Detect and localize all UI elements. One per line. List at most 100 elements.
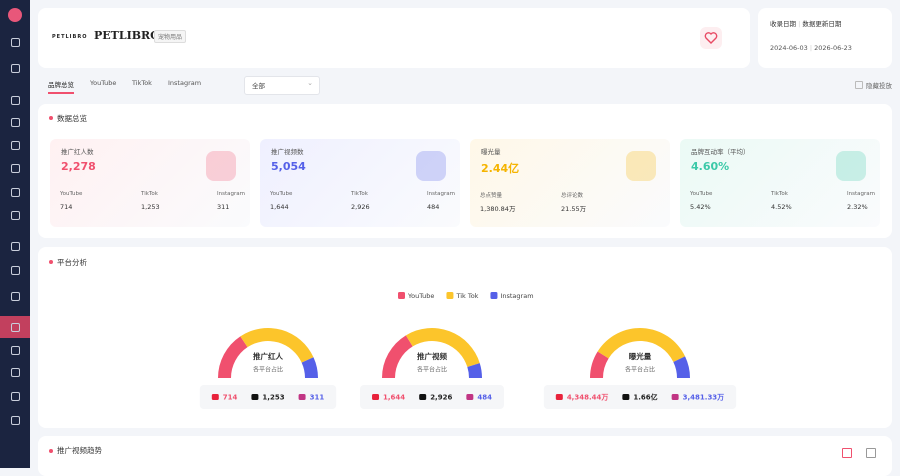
dates-card: 收录日期 | 数据更新日期 2024-06-03 | 2026-06-23 <box>758 8 892 68</box>
stat-label: Instagram <box>217 191 245 197</box>
brand-tag: 宠物用品 <box>154 30 187 43</box>
gauge-value: 3,481.33万 <box>683 394 725 402</box>
gauge-value: 1.66亿 <box>633 393 657 402</box>
platform-icon <box>211 394 219 400</box>
nav-icon <box>11 323 20 332</box>
logo: PETLIBRO <box>52 34 88 40</box>
nav-icon <box>11 266 20 275</box>
gauge-segment <box>673 356 690 378</box>
gauge-subtitle: 各平台占比 <box>625 366 655 374</box>
stat-value: 4.52% <box>771 203 792 211</box>
nav-icon <box>11 64 20 73</box>
card-icon <box>206 151 236 181</box>
nav-icon <box>11 118 20 127</box>
gauge-value: 484 <box>477 394 492 402</box>
stat-card: 曝光量 2.44亿 总点赞量 1,380.84万 总评论数 21.55万 <box>470 139 670 227</box>
tab[interactable]: YouTube <box>90 79 117 87</box>
card-icon <box>416 151 446 181</box>
trend-section: 推广视频趋势 <box>38 436 892 476</box>
gauge-title: 推广视频 <box>417 351 447 361</box>
gauge-title: 曝光量 <box>629 351 652 361</box>
gauge-segment <box>467 363 482 378</box>
platform-icon <box>372 394 380 400</box>
gauge-value: 2,926 <box>430 394 452 402</box>
stat-card: 品牌互动率（平均） 4.60% YouTube 5.42% TikTok 4.52% Ins… <box>680 139 880 227</box>
legend-swatch <box>446 292 454 299</box>
legend-label: Tik Tok <box>455 292 478 300</box>
card-title: 推广红人数 <box>61 148 94 156</box>
nav-icon <box>11 242 20 251</box>
platform-icon <box>466 394 474 400</box>
section-title: 平台分析 <box>57 258 87 267</box>
card-value: 5,054 <box>271 160 306 173</box>
section-title: 推广视频趋势 <box>57 446 102 455</box>
nav-icon <box>11 141 20 150</box>
gauge-value: 714 <box>223 394 238 402</box>
label: 数据更新日期 <box>802 20 842 28</box>
stat-card: 推广视频数 5,054 YouTube 1,644 TikTok 2,926 Instagr… <box>260 139 460 227</box>
card-title: 品牌互动率（平均） <box>691 148 750 156</box>
nav-icon <box>11 368 20 377</box>
platform-icon <box>251 394 259 400</box>
nav-icon <box>11 346 20 355</box>
gauge-segment <box>382 335 413 378</box>
platform-icon <box>298 394 306 400</box>
card-title: 推广视频数 <box>271 148 304 156</box>
header-card: PETLIBRO PETLIBRO 宠物用品 <box>38 8 750 68</box>
gauge-subtitle: 各平台占比 <box>253 366 283 374</box>
nav-icon <box>11 164 20 173</box>
stat-label: TikTok <box>141 191 158 197</box>
stat-label: TikTok <box>771 191 788 197</box>
stat-label: YouTube <box>270 191 293 197</box>
stat-value: 1,380.84万 <box>480 205 516 213</box>
card-value: 2,278 <box>61 160 96 173</box>
nav-active <box>0 316 30 338</box>
overview-section: 数据总览 推广红人数 2,278 YouTube 714 TikTok 1,253 Inst… <box>38 104 892 238</box>
filter-select[interactable]: 全部 ⌄ <box>244 76 320 95</box>
gauge-segment <box>405 328 480 368</box>
table-toggle[interactable] <box>866 448 876 458</box>
nav-icon <box>11 416 20 425</box>
gauge-value: 311 <box>310 394 325 402</box>
stat-value: 2,926 <box>351 203 370 211</box>
tab[interactable]: Instagram <box>168 79 202 87</box>
stat-value: 1,644 <box>270 203 289 211</box>
gauge-segment <box>590 351 609 378</box>
platform-icon <box>622 394 630 400</box>
brand-name: PETLIBRO <box>94 29 160 42</box>
gauge-legend-pill <box>199 385 337 409</box>
stat-value: 21.55万 <box>561 205 587 213</box>
date: 2024-06-03 <box>770 44 808 52</box>
stat-label: 总点赞量 <box>480 193 503 199</box>
legend-label: YouTube <box>407 292 434 300</box>
tab[interactable]: 品牌总览 <box>48 79 74 94</box>
hide-ads-label: 隐藏投放 <box>866 82 892 90</box>
stat-value: 311 <box>217 203 230 211</box>
gauge-segment <box>597 328 686 362</box>
gauge-segment <box>217 336 248 378</box>
stat-value: 2.32% <box>847 203 868 211</box>
checkbox[interactable] <box>855 81 863 89</box>
stat-label: Instagram <box>427 191 455 197</box>
nav-icon <box>11 96 20 105</box>
legend-swatch <box>490 292 498 299</box>
stat-label: YouTube <box>60 191 83 197</box>
card-title: 曝光量 <box>481 148 501 156</box>
stat-label: YouTube <box>690 191 713 197</box>
card-icon <box>836 151 866 181</box>
stat-value: 484 <box>427 203 440 211</box>
gauge-value: 1,253 <box>262 394 284 402</box>
stat-value: 1,253 <box>141 203 160 211</box>
tab[interactable]: TikTok <box>132 79 152 87</box>
section-title: 数据总览 <box>57 114 87 123</box>
gauge-value: 4,348.44万 <box>567 394 609 402</box>
favorite-button[interactable] <box>700 27 722 49</box>
platform-icon <box>419 394 427 400</box>
legend-label: Instagram <box>500 292 533 300</box>
chart-toggle[interactable] <box>842 448 852 458</box>
label: 收录日期 <box>770 20 796 28</box>
nav-icon <box>11 188 20 197</box>
stat-card: 推广红人数 2,278 YouTube 714 TikTok 1,253 Instagram… <box>50 139 250 227</box>
nav-icon <box>11 392 20 401</box>
